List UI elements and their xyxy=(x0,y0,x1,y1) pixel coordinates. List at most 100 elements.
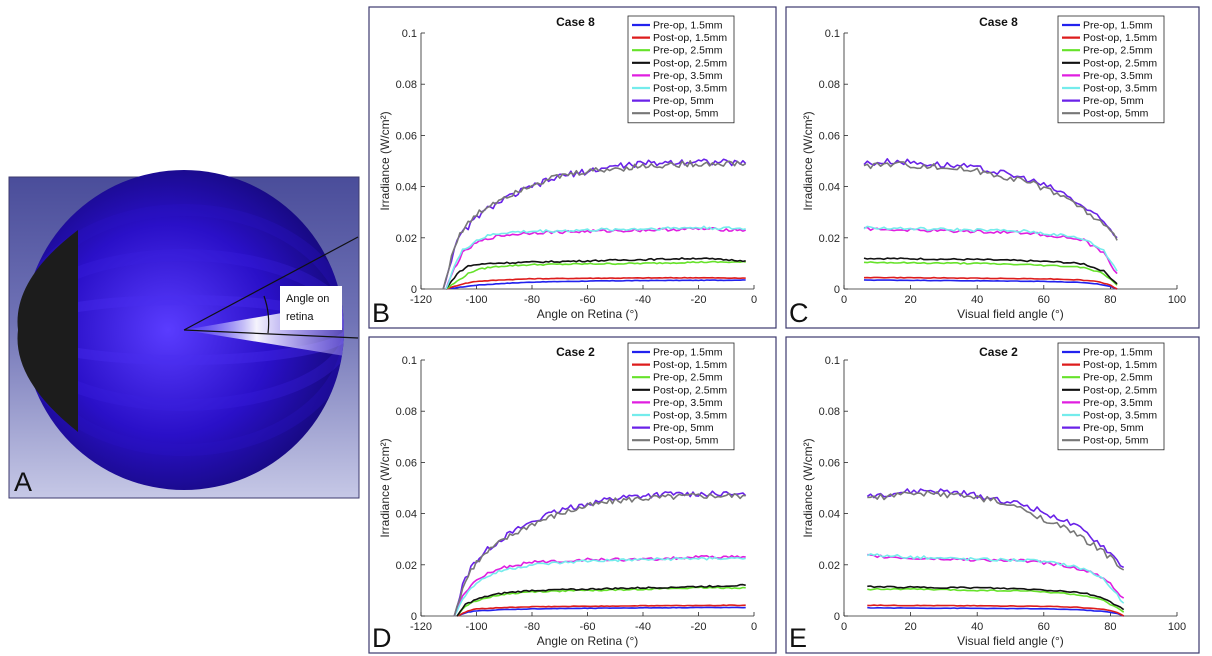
legend-entry: Pre-op, 2.5mm xyxy=(1083,372,1153,384)
legend-entry: Pre-op, 2.5mm xyxy=(653,372,723,384)
series-line xyxy=(866,553,1125,604)
y-axis-label: Irradiance (W/cm²) xyxy=(378,111,392,210)
panel-letter-a: A xyxy=(14,467,32,497)
legend-entry: Pre-op, 5mm xyxy=(1083,95,1144,107)
legend-entry: Pre-op, 3.5mm xyxy=(653,70,723,82)
x-axis-label: Visual field angle (°) xyxy=(957,307,1064,321)
legend-entry: Pre-op, 5mm xyxy=(653,95,714,107)
x-axis-label: Angle on Retina (°) xyxy=(537,307,639,321)
legend-entry: Pre-op, 5mm xyxy=(653,422,714,434)
x-tick-label: 80 xyxy=(1104,294,1116,306)
y-tick-label: 0 xyxy=(411,284,417,296)
series-line xyxy=(863,161,1118,241)
legend-entry: Post-op, 2.5mm xyxy=(1083,57,1157,69)
legend-entry: Post-op, 3.5mm xyxy=(653,410,727,422)
y-tick-label: 0.08 xyxy=(396,406,417,418)
legend-entry: Post-op, 1.5mm xyxy=(1083,32,1157,44)
x-tick-label: 60 xyxy=(1038,294,1050,306)
x-tick-label: -100 xyxy=(465,621,487,633)
legend xyxy=(1057,342,1165,451)
angle-ray-upper xyxy=(183,236,359,331)
y-tick-label: 0 xyxy=(834,284,840,296)
y-tick-label: 0.06 xyxy=(819,457,840,469)
legend-entry: Pre-op, 1.5mm xyxy=(653,347,723,359)
y-axis-label: Irradiance (W/cm²) xyxy=(801,111,815,210)
y-tick-label: 0.1 xyxy=(825,28,840,40)
series-line xyxy=(453,554,746,617)
x-axis-label: Angle on Retina (°) xyxy=(537,634,639,648)
series-line xyxy=(863,226,1118,275)
x-tick-label: -120 xyxy=(410,294,432,306)
x-tick-label: 80 xyxy=(1104,621,1116,633)
series-line xyxy=(867,604,1125,617)
series-line xyxy=(453,556,746,617)
series-line xyxy=(445,225,746,290)
legend-entry: Post-op, 5mm xyxy=(1083,435,1149,447)
series-line xyxy=(445,257,746,290)
panel-title: Case 2 xyxy=(979,345,1018,359)
angle-label-line1: Angle on xyxy=(286,293,329,305)
y-tick-label: 0.02 xyxy=(819,233,840,245)
y-tick-label: 0.02 xyxy=(819,560,840,572)
y-tick-label: 0.08 xyxy=(396,79,417,91)
legend-entry: Post-op, 2.5mm xyxy=(653,57,727,69)
y-tick-label: 0.04 xyxy=(819,509,840,521)
x-tick-label: 100 xyxy=(1168,294,1186,306)
legend-entry: Pre-op, 3.5mm xyxy=(653,397,723,409)
series-line xyxy=(456,606,746,617)
panel-title: Case 8 xyxy=(979,15,1018,29)
y-tick-label: 0.04 xyxy=(396,509,417,521)
series-line xyxy=(863,276,1118,290)
legend-entry: Post-op, 2.5mm xyxy=(653,384,727,396)
series-line xyxy=(867,587,1125,613)
x-tick-label: -40 xyxy=(635,621,651,633)
x-tick-label: -40 xyxy=(635,294,651,306)
cornea-lens xyxy=(17,230,78,432)
y-tick-label: 0 xyxy=(834,611,840,623)
series-line xyxy=(445,279,746,290)
series-line xyxy=(863,225,1118,272)
x-tick-label: -60 xyxy=(580,294,596,306)
y-tick-label: 0.06 xyxy=(396,457,417,469)
series-line xyxy=(442,160,747,290)
legend-entry: Pre-op, 5mm xyxy=(1083,422,1144,434)
x-tick-label: 20 xyxy=(904,621,916,633)
legend xyxy=(1057,15,1165,124)
legend-entry: Post-op, 5mm xyxy=(1083,108,1149,120)
y-tick-label: 0.08 xyxy=(819,406,840,418)
chart-panel-e: 0 0.02 0.04 0.06 0.08 0.1 0 20 40 60 80 100 Case 2 Vi… xyxy=(785,336,1200,654)
x-tick-label: 60 xyxy=(1038,621,1050,633)
chart-panel-c: 0 0.02 0.04 0.06 0.08 0.1 0 20 40 60 80 100 Case 8 Vi… xyxy=(785,6,1200,329)
legend-entry: Post-op, 5mm xyxy=(653,108,719,120)
legend-entry: Post-op, 3.5mm xyxy=(653,83,727,95)
y-tick-label: 0.1 xyxy=(825,355,840,367)
x-tick-label: 40 xyxy=(971,294,983,306)
y-tick-label: 0.06 xyxy=(396,130,417,142)
x-tick-label: -120 xyxy=(410,621,432,633)
y-tick-label: 0.02 xyxy=(396,560,417,572)
panel-letter: D xyxy=(372,623,392,653)
panel-letter: C xyxy=(789,298,809,328)
legend-entry: Post-op, 2.5mm xyxy=(1083,384,1157,396)
series-line xyxy=(453,492,746,617)
series-line xyxy=(863,257,1118,285)
legend-entry: Pre-op, 1.5mm xyxy=(1083,347,1153,359)
y-tick-label: 0.08 xyxy=(819,79,840,91)
angle-ray-lower xyxy=(183,329,359,339)
panel-title: Case 8 xyxy=(556,15,595,29)
series-line xyxy=(445,260,746,290)
x-tick-label: -20 xyxy=(691,294,707,306)
legend-entry: Post-op, 5mm xyxy=(653,435,719,447)
legend-entry: Post-op, 3.5mm xyxy=(1083,410,1157,422)
x-tick-label: 0 xyxy=(751,294,757,306)
chart-panel-b: 0 0.02 0.04 0.06 0.08 0.1 -120 -100 -80 -60 -40 -20… xyxy=(368,6,777,329)
y-axis-label: Irradiance (W/cm²) xyxy=(378,438,392,537)
x-tick-label: 100 xyxy=(1168,621,1186,633)
y-axis-label: Irradiance (W/cm²) xyxy=(801,438,815,537)
legend-entry: Pre-op, 2.5mm xyxy=(1083,45,1153,57)
x-tick-label: 20 xyxy=(904,294,916,306)
legend-entry: Post-op, 3.5mm xyxy=(1083,83,1157,95)
series-line xyxy=(453,490,747,617)
legend-entry: Post-op, 1.5mm xyxy=(653,32,727,44)
angle-label-line2: retina xyxy=(286,311,314,323)
